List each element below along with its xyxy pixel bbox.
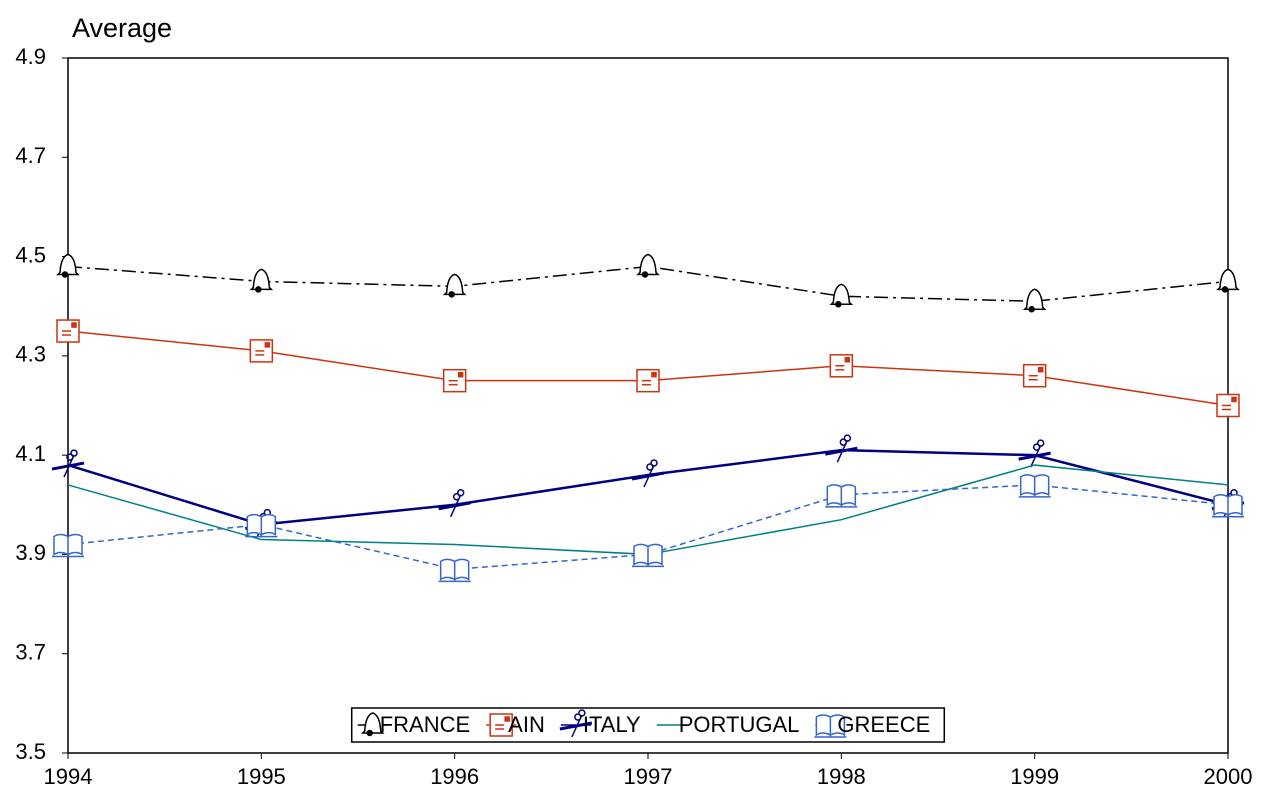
marker [52, 533, 84, 558]
marker-part [1032, 443, 1041, 451]
marker-part [457, 371, 464, 378]
marker-part [66, 453, 74, 461]
marker [1022, 288, 1047, 313]
marker-part [61, 271, 69, 278]
y-tick-label: 3.7 [15, 640, 46, 665]
y-tick-label: 4.9 [15, 44, 46, 69]
y-tick-label: 3.9 [15, 540, 46, 565]
y-tick-label: 3.5 [15, 739, 46, 764]
marker [438, 489, 471, 518]
marker-part [843, 434, 852, 442]
marker [1018, 474, 1051, 498]
x-tick-label: 1997 [624, 764, 673, 789]
marker [51, 449, 85, 478]
legend-marker [360, 712, 385, 737]
marker [56, 253, 80, 278]
marker [442, 273, 467, 298]
marker [1018, 439, 1051, 468]
marker-part [651, 371, 657, 378]
x-tick-label: 1996 [430, 764, 479, 789]
marker-part [844, 357, 851, 363]
marker [438, 558, 471, 583]
marker-part [835, 301, 842, 308]
legend-marker [489, 713, 513, 737]
x-tick-label: 1999 [1010, 764, 1059, 789]
legend-marker [559, 709, 593, 738]
legend-label: FRANCE [380, 712, 470, 737]
marker-part [1037, 366, 1044, 373]
marker-part [504, 716, 510, 722]
marker [829, 354, 854, 378]
marker-part [839, 438, 848, 446]
marker-part [650, 459, 658, 467]
y-tick-label: 4.1 [15, 441, 46, 466]
y-axis-title: Average [72, 13, 172, 43]
marker-part [452, 493, 461, 501]
marker-part [448, 291, 455, 298]
marker [825, 484, 858, 508]
legend-label: AIN [508, 712, 545, 737]
marker [829, 283, 854, 308]
y-tick-label: 4.5 [15, 242, 46, 267]
marker-part [641, 271, 649, 278]
marker [632, 543, 664, 568]
marker-part [578, 709, 586, 717]
marker-part [1216, 268, 1240, 291]
marker [636, 253, 660, 278]
marker [1212, 494, 1244, 518]
y-tick-label: 4.3 [15, 342, 46, 367]
marker-part [56, 253, 80, 276]
marker-part [1036, 439, 1045, 447]
marker-part [70, 449, 78, 457]
marker [245, 513, 278, 538]
marker [1216, 393, 1240, 418]
marker-part [559, 721, 593, 731]
series-line [67, 330, 1229, 407]
marker [636, 368, 660, 393]
marker-part [71, 322, 77, 328]
marker-part [456, 489, 465, 497]
marker-part [1018, 451, 1051, 461]
marker-part [829, 283, 854, 306]
marker [825, 434, 858, 463]
marker [1022, 363, 1047, 388]
marker-part [255, 286, 262, 293]
legend-label: ITALY [583, 712, 641, 737]
marker-part [574, 713, 582, 721]
marker-part [825, 446, 858, 456]
marker [1216, 268, 1240, 293]
marker [442, 368, 467, 393]
marker [249, 268, 274, 293]
marker-part [442, 273, 467, 296]
marker-part [1022, 288, 1047, 310]
marker [56, 319, 80, 343]
marker-part [1221, 286, 1229, 293]
marker [249, 339, 274, 363]
marker-part [646, 463, 654, 471]
x-tick-label: 1995 [237, 764, 286, 789]
marker-part [51, 461, 85, 471]
plot-frame [67, 57, 1229, 754]
y-tick-label: 4.7 [15, 143, 46, 168]
marker-part [1231, 396, 1237, 403]
marker-part [264, 342, 271, 348]
legend-label: GREECE [837, 712, 930, 737]
marker-part [631, 471, 665, 481]
marker-part [249, 268, 274, 291]
x-tick-label: 1998 [817, 764, 866, 789]
marker-part [366, 729, 373, 737]
x-tick-label: 1994 [44, 764, 93, 789]
marker-part [1028, 306, 1035, 313]
legend-label: PORTUGAL [679, 712, 800, 737]
legend-marker [814, 714, 847, 738]
legend: FRANCE AIN ITALY PORTUGAL GREECE [350, 707, 946, 743]
marker-part [636, 253, 660, 276]
marker-part [360, 712, 385, 734]
x-tick-label: 2000 [1204, 764, 1253, 789]
marker [631, 459, 665, 488]
marker-part [438, 501, 471, 511]
